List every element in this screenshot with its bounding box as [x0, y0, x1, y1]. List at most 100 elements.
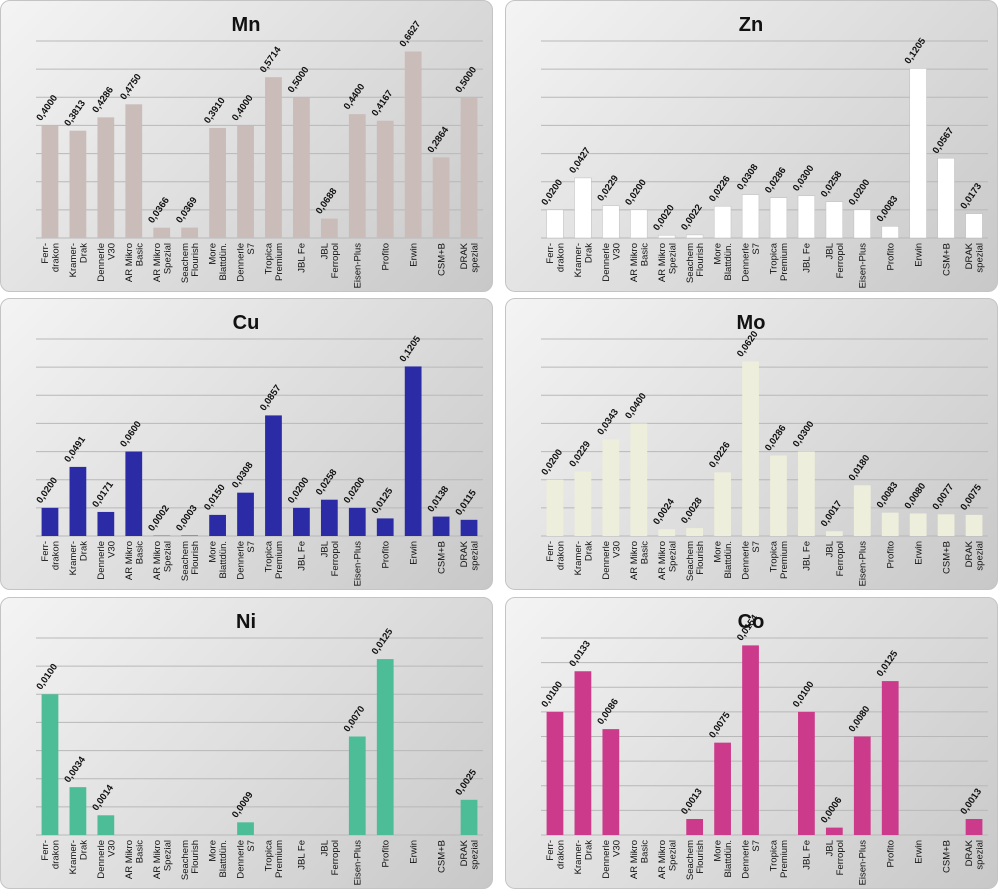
chart-title: Mn — [232, 14, 261, 36]
value-label: 0,0017 — [819, 499, 845, 529]
chart-panel: Mn Ferr-drakon 0,4000 Kramer-Drak 0,3813 Denn… — [0, 0, 493, 292]
x-tick-label: Erwin — [913, 243, 924, 267]
bar — [713, 205, 732, 239]
bar — [460, 97, 478, 239]
x-tick-label: Profito — [381, 243, 392, 270]
bar — [853, 485, 871, 536]
value-label: 0,0025 — [453, 767, 479, 798]
x-tick-label: Profito — [381, 840, 392, 867]
x-tick-label: Ferr-drakon — [545, 541, 566, 570]
chart: ZnFerr-drakon0,0200Kramer-Drak0,0427Denn… — [539, 14, 988, 289]
x-tick-label: Profito — [886, 840, 897, 867]
bar — [546, 711, 564, 835]
chart-title: Co — [738, 611, 765, 633]
bar — [686, 528, 704, 536]
value-label: 0,0125 — [370, 626, 396, 657]
value-label: 0,5714 — [258, 44, 284, 75]
x-tick-label: Kramer-Drak — [573, 243, 594, 278]
value-label: 0,0070 — [342, 704, 368, 734]
x-tick-label: TropicaPremium — [769, 540, 790, 579]
value-label: 0,1205 — [903, 35, 929, 66]
bar — [798, 711, 815, 835]
bar — [69, 130, 87, 238]
x-tick-label: Eisen-Plus — [353, 243, 364, 289]
value-label: 0,0083 — [875, 480, 901, 510]
value-label: 0,0125 — [875, 648, 901, 679]
x-tick-label: DennerleV30 — [96, 840, 117, 879]
bar — [965, 818, 983, 835]
bar — [630, 209, 648, 239]
value-label: 0,0229 — [567, 439, 593, 469]
x-tick-label: Eisen-Plus — [353, 840, 364, 886]
bar — [742, 361, 759, 536]
x-tick-label: MoreBlattdün. — [713, 243, 734, 281]
x-tick-label: DRAKspezial — [459, 839, 480, 869]
x-tick-label: TropicaPremium — [264, 242, 285, 281]
x-tick-label: AR MikroSpezial — [657, 840, 678, 879]
bar — [798, 451, 815, 536]
value-label: 0,0022 — [679, 203, 705, 233]
value-label: 0,0028 — [679, 496, 705, 526]
x-tick-label: DennerleV30 — [601, 541, 622, 580]
x-tick-label: JBLFerropol — [319, 541, 340, 576]
value-label: 0,0013 — [958, 787, 984, 817]
x-tick-label: Kramer-Drak — [68, 840, 89, 875]
x-tick-label: Profito — [886, 541, 897, 568]
bar — [602, 439, 620, 536]
bar — [658, 529, 676, 536]
bar — [237, 492, 254, 536]
x-tick-label: JBLFerropol — [824, 840, 845, 875]
bar — [181, 227, 199, 238]
bar — [404, 51, 422, 238]
x-tick-label: DRAKspezial — [459, 242, 480, 272]
chart-title: Mo — [737, 312, 766, 334]
x-tick-label: AR MikroBasic — [629, 840, 650, 879]
value-label: 0,0258 — [819, 169, 845, 199]
bar — [742, 645, 759, 835]
bar — [293, 97, 310, 239]
bar — [546, 479, 564, 536]
bar — [41, 507, 59, 536]
bar — [376, 659, 394, 835]
chart-panel: Cu Ferr-drakon 0,0200 Kramer-Drak 0,0491 Denn… — [0, 298, 493, 590]
bar — [320, 499, 338, 536]
x-tick-label: JBLFerropol — [824, 243, 845, 278]
bar — [853, 209, 871, 239]
bar — [41, 694, 59, 835]
x-tick-label: SeachemFlourish — [685, 243, 706, 283]
x-tick-label: JBL Fe — [802, 840, 813, 870]
x-tick-label: DennerleS7 — [741, 541, 762, 580]
x-tick-label: SeachemFlourish — [180, 541, 201, 581]
x-tick-label: AR MikroBasic — [629, 243, 650, 282]
x-tick-label: DennerleS7 — [741, 243, 762, 282]
x-tick-label: DennerleS7 — [236, 840, 257, 879]
value-label: 0,0009 — [230, 790, 256, 820]
bar — [125, 451, 143, 536]
x-tick-label: CSM+B — [436, 840, 447, 873]
x-tick-label: Kramer-Drak — [68, 541, 89, 576]
x-tick-label: Eisen-Plus — [858, 243, 869, 289]
x-tick-label: TropicaPremium — [264, 540, 285, 579]
value-label: 0,0173 — [958, 181, 984, 211]
bar — [237, 125, 254, 238]
x-tick-label: JBL Fe — [297, 541, 308, 571]
value-label: 0,1205 — [398, 333, 424, 364]
x-tick-label: JBL Fe — [297, 840, 308, 870]
bar — [602, 205, 620, 239]
bar — [97, 511, 115, 536]
value-label: 0,0024 — [651, 496, 677, 527]
bar — [237, 822, 254, 835]
value-label: 0,0125 — [370, 485, 396, 516]
bar — [881, 512, 899, 536]
value-label: 0,0115 — [453, 487, 479, 517]
value-label: 0,0427 — [567, 146, 593, 176]
chart-panel: Mo Ferr-drakon 0,0200 Kramer-Drak 0,0229 Denn… — [505, 298, 998, 590]
bar — [320, 218, 338, 238]
chart-title: Ni — [236, 611, 256, 633]
x-tick-label: MoreBlattdün. — [208, 243, 229, 281]
value-label: 0,0020 — [651, 203, 677, 233]
bar — [937, 514, 955, 536]
bar — [209, 127, 226, 238]
x-tick-label: JBLFerropol — [824, 541, 845, 576]
